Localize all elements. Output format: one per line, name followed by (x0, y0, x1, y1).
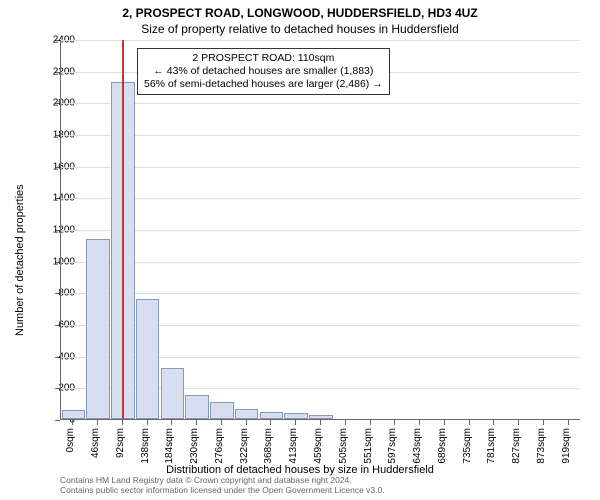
x-tick-label: 873sqm (540, 392, 551, 428)
gridline (61, 198, 580, 199)
gridline (61, 230, 580, 231)
x-tick-label: 0sqm (69, 404, 80, 428)
gridline (61, 103, 580, 104)
gridline (61, 262, 580, 263)
page-title-line1: 2, PROSPECT ROAD, LONGWOOD, HUDDERSFIELD… (0, 6, 600, 20)
gridline (61, 167, 580, 168)
page-title-line2: Size of property relative to detached ho… (0, 22, 600, 36)
x-tick-label: 689sqm (441, 392, 452, 428)
gridline (61, 135, 580, 136)
marker-line (122, 40, 124, 419)
x-tick-label: 551sqm (367, 392, 378, 428)
x-tick-label: 413sqm (292, 392, 303, 428)
annotation-line2: ← 43% of detached houses are smaller (1,… (144, 65, 383, 78)
chart-plot-area: 2 PROSPECT ROAD: 110sqm ← 43% of detache… (60, 40, 580, 420)
histogram-bar (86, 239, 110, 420)
x-tick-label: 276sqm (218, 392, 229, 428)
x-tick-label: 230sqm (193, 392, 204, 428)
x-tick-label: 92sqm (119, 398, 130, 428)
x-axis-label: Distribution of detached houses by size … (0, 464, 600, 476)
gridline (61, 293, 580, 294)
gridline (61, 40, 580, 41)
x-tick-label: 184sqm (168, 392, 179, 428)
x-tick-label: 505sqm (342, 392, 353, 428)
x-tick-label: 368sqm (267, 392, 278, 428)
x-tick-label: 643sqm (416, 392, 427, 428)
x-tick-label: 597sqm (391, 392, 402, 428)
footer-attribution: Contains HM Land Registry data © Crown c… (60, 476, 385, 496)
x-tick-label: 735sqm (466, 392, 477, 428)
x-tick-label: 919sqm (565, 392, 576, 428)
footer-line2: Contains public sector information licen… (60, 486, 385, 496)
x-tick-label: 322sqm (243, 392, 254, 428)
x-tick-label: 781sqm (490, 392, 501, 428)
annotation-line1: 2 PROSPECT ROAD: 110sqm (144, 52, 383, 65)
x-tick-label: 459sqm (317, 392, 328, 428)
x-tick-label: 827sqm (515, 392, 526, 428)
y-axis-label: Number of detached properties (14, 184, 26, 336)
annotation-box: 2 PROSPECT ROAD: 110sqm ← 43% of detache… (137, 48, 390, 95)
x-tick-label: 46sqm (94, 398, 105, 428)
x-tick-label: 138sqm (144, 392, 155, 428)
annotation-line3: 56% of semi-detached houses are larger (… (144, 78, 383, 91)
